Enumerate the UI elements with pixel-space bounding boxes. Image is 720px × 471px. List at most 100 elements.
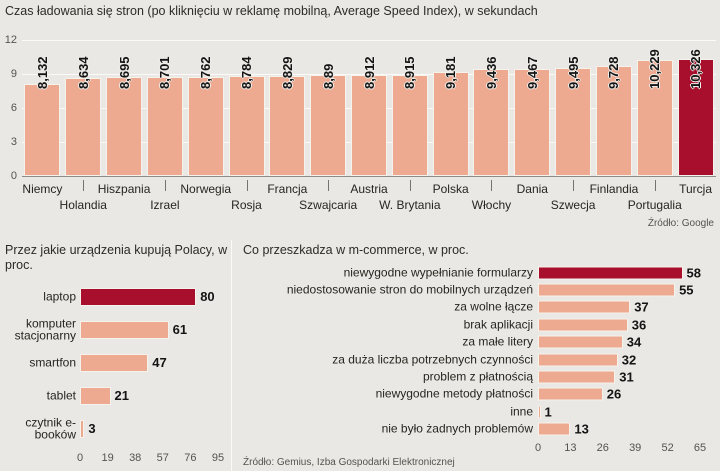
bar-value-label: 8,634: [75, 56, 91, 89]
bar-4: [80, 419, 85, 438]
bar-3: [80, 386, 111, 405]
purchase-devices-rows: laptop 80 komputer stacjonarny 61 smartfon 47…: [0, 280, 228, 445]
bar-value-label: 8,784: [239, 56, 255, 89]
bar-value-label: 10,229: [647, 49, 663, 89]
page-load-time-chart: Czas ładowania się stron (po kliknięciu …: [4, 4, 716, 229]
bar-Polska: [432, 71, 469, 176]
row-label: czytnik e-booków: [25, 414, 76, 442]
row-label: nie było żadnych problemów: [381, 421, 533, 436]
bar-value-label: 13: [574, 421, 589, 437]
axis-tick-label: 39: [629, 442, 642, 454]
bar-wrap: 37: [538, 300, 649, 315]
row-label: brak aplikacji: [463, 317, 533, 332]
bar-value-label: 47: [152, 355, 167, 370]
row-label: za małe litery: [462, 334, 533, 349]
m-commerce-problems-rows: niewygodne wypełnianie formularzy 58 niedo…: [233, 264, 713, 438]
category-label: Niemcy: [22, 182, 63, 196]
bar-value-label: 34: [626, 334, 642, 350]
bar-Rosja: [228, 76, 265, 176]
row-label: niewygodne metody płatności: [375, 387, 533, 402]
bar-Hiszpania: [106, 77, 143, 176]
bar-Dania: [514, 68, 551, 176]
bar-value-label: 9,467: [524, 56, 540, 89]
gridline: [22, 74, 716, 75]
bar-Portugalia: [636, 60, 673, 176]
bar-W. Brytania: [391, 74, 428, 176]
bar-wrap: 26: [538, 387, 621, 402]
chart-row: tablet 21: [0, 379, 228, 412]
row-label: problem z płatnością: [422, 369, 533, 384]
bar-0: [80, 287, 197, 306]
chart-row: nie było żadnych problemów 13: [233, 421, 713, 438]
bar-value-label: 55: [679, 282, 694, 298]
bar-value-label: 80: [200, 289, 215, 304]
bar-value-label: 1: [544, 404, 552, 420]
bar-Szwajcaria: [310, 75, 347, 176]
row-label: inne: [510, 404, 533, 419]
gridline: [22, 40, 716, 41]
bar-value-label: 8,762: [198, 56, 214, 89]
bar-value-label: 8,89: [320, 63, 336, 89]
category-label: Norwegia: [180, 182, 232, 196]
row-label: niedostosowanie stron do mobilnych urząd…: [286, 282, 533, 297]
bar-wrap: 58: [538, 265, 701, 280]
bar-7: [538, 387, 603, 401]
axis-tick-label: 19: [101, 452, 114, 464]
category-label: Izrael: [150, 198, 180, 212]
row-label: za wolne łącze: [454, 300, 533, 315]
bar-wrap: 80: [80, 287, 215, 306]
y-tick-label: 12: [4, 34, 17, 46]
bar-value-label: 37: [634, 299, 649, 315]
category-label: Włochy: [471, 198, 512, 212]
category-label: Dania: [516, 182, 548, 196]
bar-value-label: 31: [619, 369, 634, 385]
purchase-devices-x-axis: 0 19 38 57 76 95: [77, 452, 224, 466]
bar-value-label: 8,829: [279, 56, 295, 89]
category-label: Francja: [267, 182, 308, 196]
bar-1: [80, 320, 169, 339]
bar-Francja: [269, 75, 306, 176]
bar-6: [538, 370, 616, 384]
chart-row: za małe litery 34: [233, 334, 713, 351]
category-tick: [654, 180, 656, 191]
m-commerce-problems-source: Źródło: Gemius, Izba Gospodarki Elektron…: [243, 457, 455, 468]
category-label: Szwecja: [550, 198, 596, 212]
bar-5: [538, 353, 618, 367]
bar-value-label: 32: [621, 352, 637, 368]
category-tick: [491, 180, 493, 191]
category-label: Holandia: [59, 198, 107, 212]
bar-wrap: 55: [538, 283, 694, 298]
category-label: Finlandia: [589, 182, 639, 196]
bar-Turcja: [677, 58, 714, 176]
bar-wrap: 47: [80, 353, 167, 372]
bar-Szwecja: [555, 68, 592, 176]
bar-Niemcy: [24, 83, 61, 176]
m-commerce-problems-chart-title: Co przeszkadza w m-commerce, w proc.: [243, 243, 469, 257]
y-tick-label: 0: [10, 170, 17, 182]
bar-value-label: 9,728: [606, 56, 622, 89]
axis-tick-label: 57: [156, 452, 169, 464]
bar-Norwegia: [187, 76, 224, 176]
bar-2: [80, 353, 149, 372]
row-label: tablet: [46, 388, 76, 403]
bar-value-label: 9,495: [565, 56, 581, 89]
chart-row: laptop 80: [0, 280, 228, 313]
category-tick: [246, 180, 248, 191]
category-label: Turcja: [679, 182, 713, 196]
category-tick: [83, 180, 85, 191]
category-label: Szwajcaria: [299, 198, 358, 212]
row-label: za duża liczba potrzebnych czynności: [332, 352, 533, 367]
chart-row: problem z płatnością 31: [233, 368, 713, 385]
category-tick: [164, 180, 166, 191]
row-label: komputer stacjonarny: [14, 315, 76, 343]
bar-value-label: 8,912: [361, 56, 377, 89]
category-label: Rosja: [231, 198, 262, 212]
bar-wrap: 13: [538, 422, 589, 437]
axis-tick-label: 65: [693, 442, 707, 454]
y-tick-label: 9: [10, 68, 17, 80]
bar-wrap: 1: [538, 404, 552, 419]
bar-wrap: 32: [538, 352, 636, 367]
chart-row: czytnik e-booków 3: [0, 412, 228, 445]
bar-wrap: 61: [80, 320, 187, 339]
chart-row: niewygodne wypełnianie formularzy 58: [233, 264, 713, 281]
